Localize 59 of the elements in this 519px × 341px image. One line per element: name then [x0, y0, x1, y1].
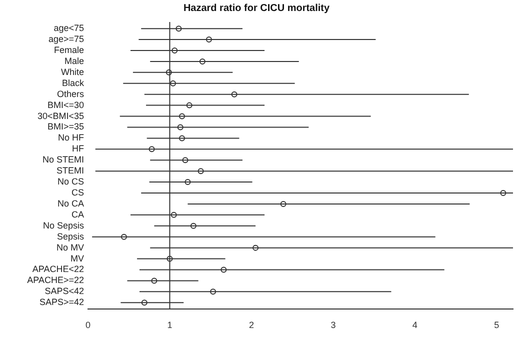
y-tick-label: Female	[54, 44, 84, 55]
x-tick-label: 5	[494, 320, 500, 330]
point	[182, 157, 188, 164]
y-tick-label: MV	[70, 253, 84, 264]
y-tick-label: BMI<=30	[47, 100, 84, 110]
point	[120, 234, 127, 240]
point	[141, 300, 148, 306]
y-tick-label: APACHE>=22	[27, 275, 84, 286]
y-tick-label: No HF	[58, 132, 84, 143]
point	[190, 222, 196, 229]
y-tick-label: 30<BMI<35	[37, 110, 84, 121]
y-tick-label: SAPS<42	[44, 286, 84, 296]
point	[500, 190, 506, 196]
y-tick-label: Others	[56, 88, 84, 99]
x-tick-label: 1	[167, 320, 172, 330]
y-tick-label: STEMI	[56, 166, 84, 176]
y-tick-label: age<75	[54, 23, 84, 34]
point	[151, 278, 158, 284]
y-tick-label: CA	[71, 209, 84, 220]
y-tick-label: No STEMI	[42, 154, 84, 165]
point	[186, 102, 192, 108]
point	[210, 288, 216, 295]
x-tick-label: 4	[412, 320, 418, 330]
x-tick-label: 2	[248, 320, 254, 330]
y-tick-label: BMI>=35	[47, 122, 84, 132]
point	[176, 26, 182, 32]
y-tick-label: CS	[71, 187, 84, 198]
point	[178, 135, 185, 142]
point	[170, 80, 176, 86]
chart-title: Hazard ratio for CICU mortality	[183, 2, 330, 14]
point	[206, 36, 212, 43]
y-tick-label: Sepsis	[56, 231, 84, 242]
point	[166, 256, 173, 262]
point	[177, 124, 184, 130]
point	[148, 146, 155, 152]
y-tick-label: HF	[72, 144, 84, 154]
point	[172, 48, 178, 54]
y-tick-label: No Sepsis	[42, 220, 84, 230]
point	[231, 91, 238, 98]
y-tick-label: APACHE<22	[32, 264, 84, 274]
point	[184, 179, 191, 186]
y-tick-label: No CA	[57, 198, 84, 208]
y-tick-label: White	[60, 66, 84, 77]
point	[220, 266, 227, 273]
y-tick-label: SAPS>=42	[39, 297, 84, 308]
point	[199, 58, 206, 64]
point	[178, 113, 185, 120]
y-tick-label: Male	[64, 56, 84, 66]
y-tick-label: No MV	[56, 242, 84, 252]
point	[166, 69, 172, 76]
point	[252, 244, 259, 251]
point	[280, 200, 286, 207]
x-tick-label: 3	[330, 320, 336, 330]
y-tick-label: No CS	[57, 176, 84, 187]
point	[198, 168, 204, 174]
y-tick-label: age>=75	[48, 34, 84, 44]
x-tick-label: 0	[85, 320, 91, 330]
point	[170, 212, 177, 218]
y-tick-label: Black	[62, 78, 84, 88]
